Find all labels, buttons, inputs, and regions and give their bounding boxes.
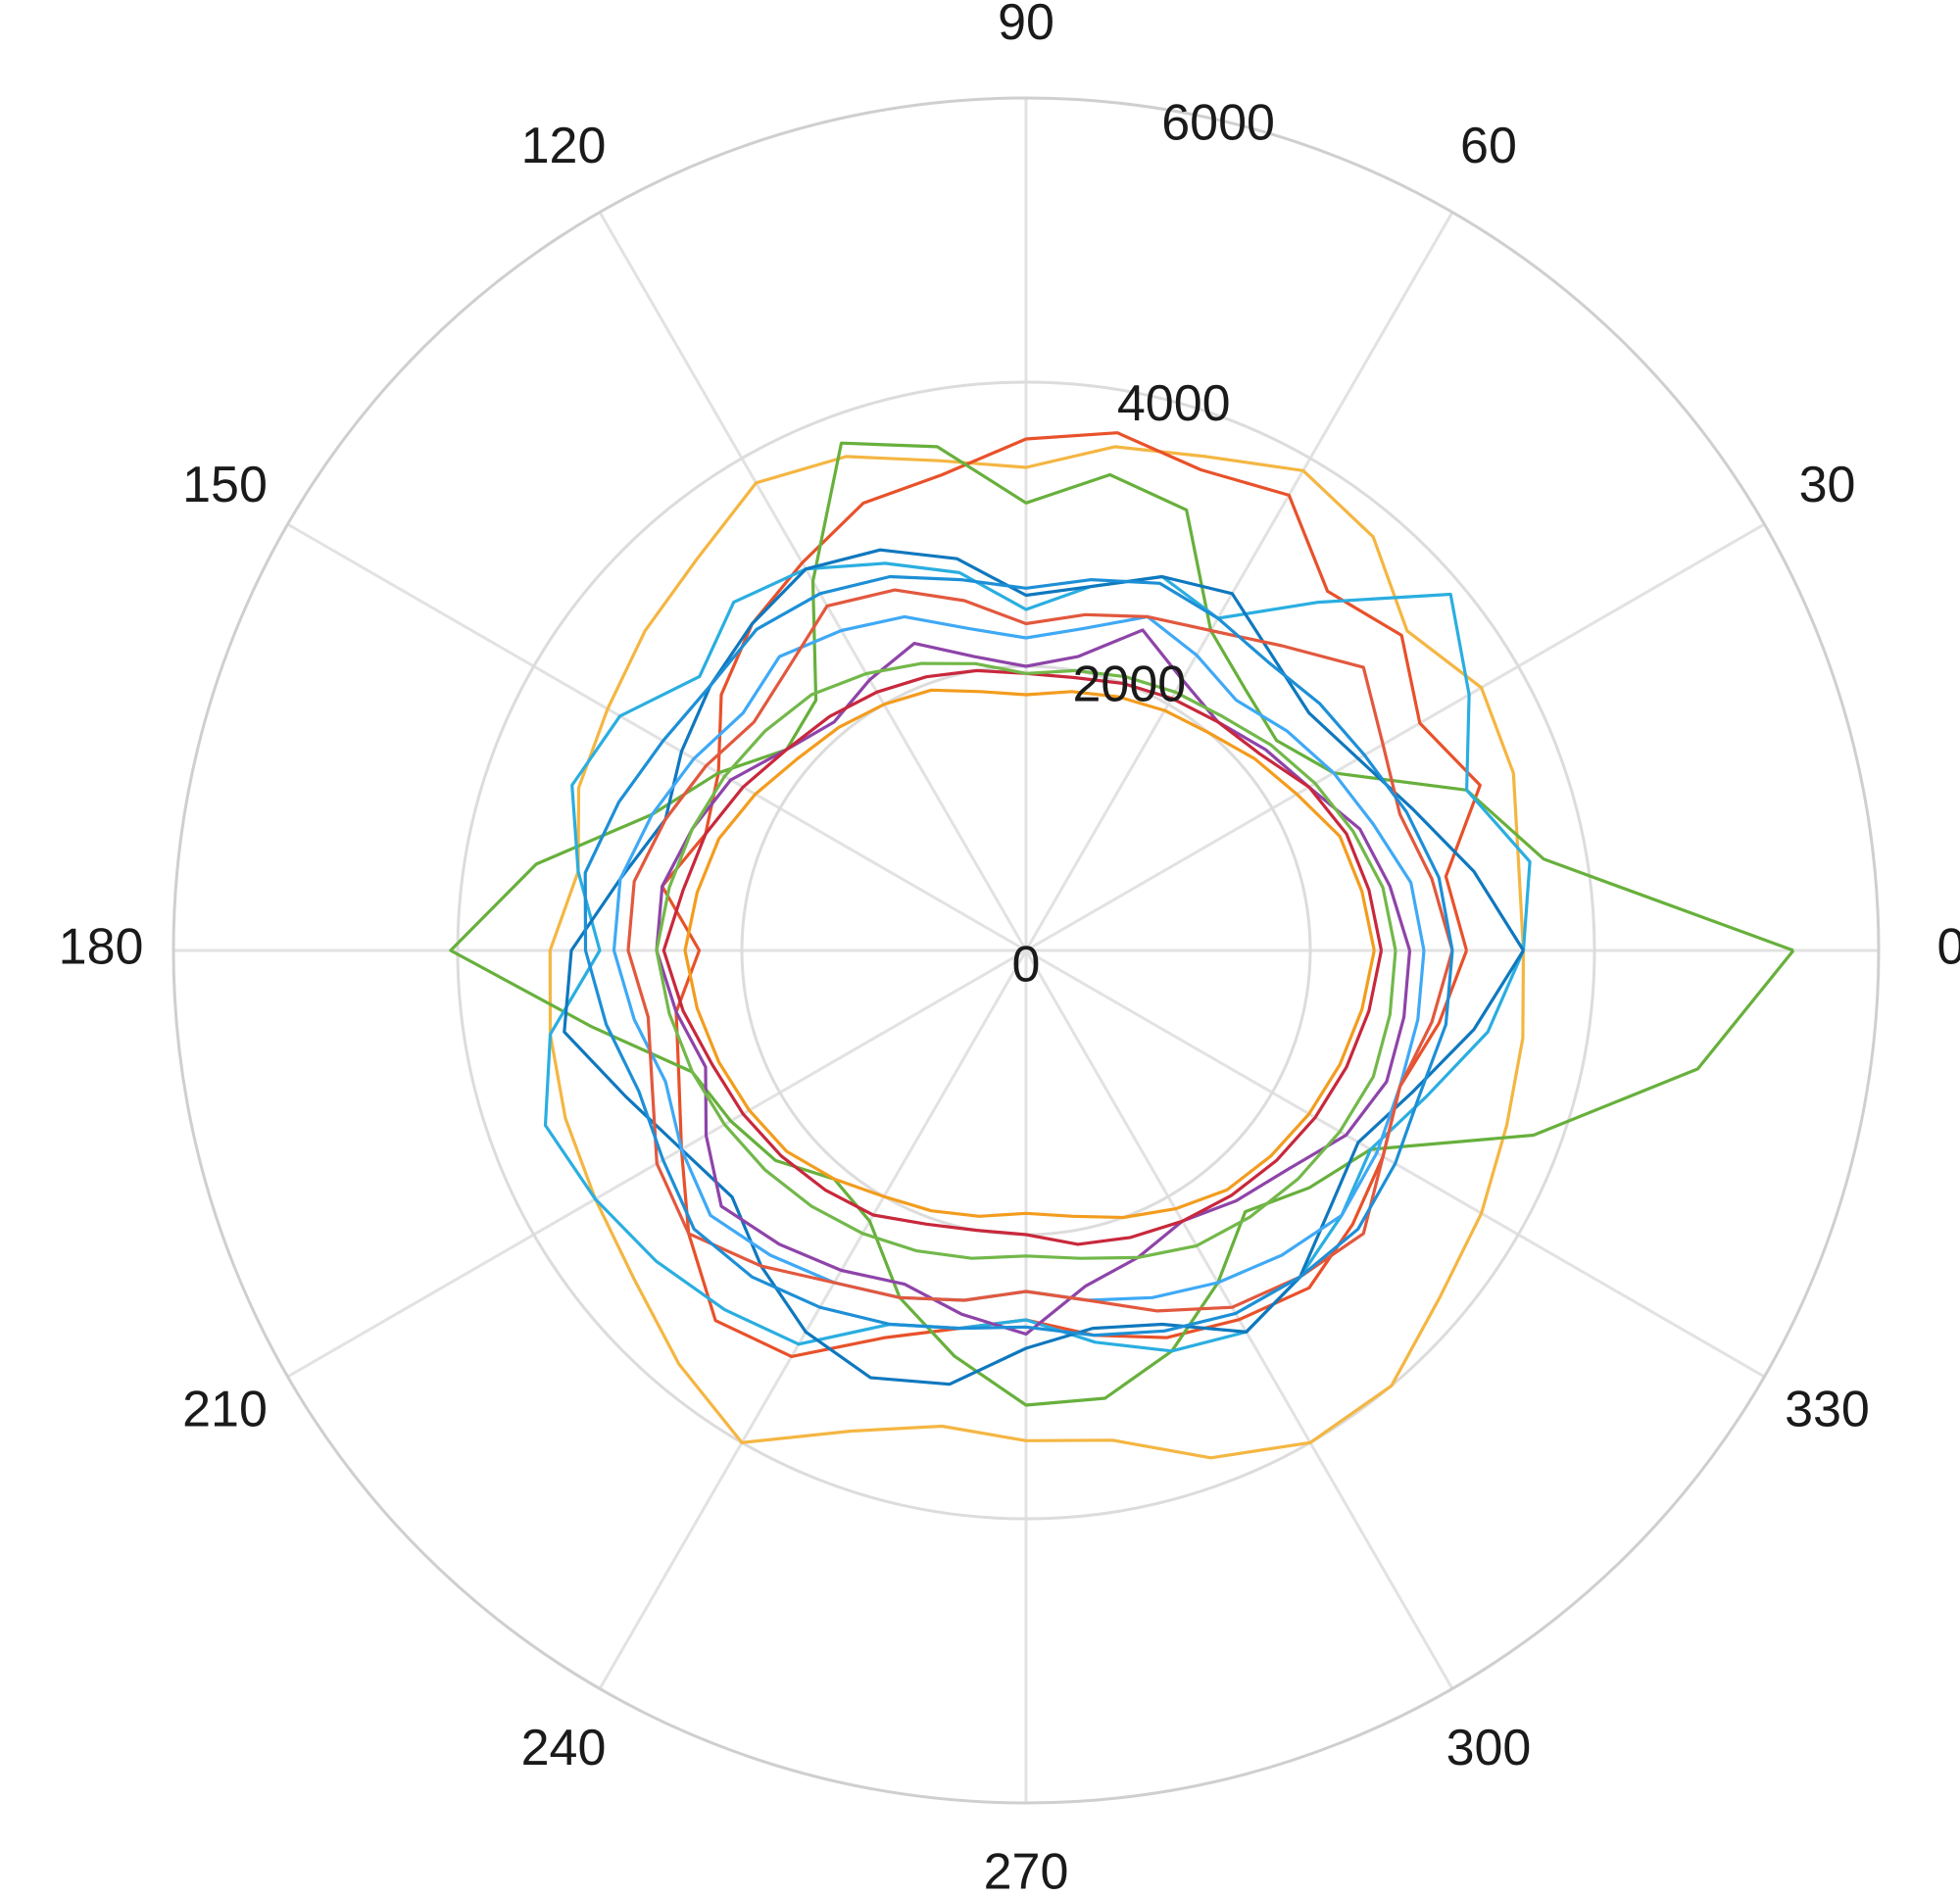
angle-tick-label-210: 210 — [182, 1382, 268, 1438]
angle-tick-label-0: 0 — [1936, 919, 1960, 976]
angle-tick-label-150: 150 — [182, 457, 268, 513]
r-tick-label-0: 0 — [1012, 937, 1041, 994]
angle-tick-label-240: 240 — [521, 1720, 607, 1776]
r-tick-label-6000: 6000 — [1161, 94, 1275, 151]
series-line-11 — [655, 661, 1397, 1260]
grid-circle-6000 — [172, 96, 1881, 1805]
data-series-group — [449, 431, 1795, 1460]
series-line-2 — [661, 431, 1482, 1359]
angle-tick-label-180: 180 — [59, 919, 144, 976]
series-line-12 — [583, 574, 1454, 1338]
r-tick-label-2000: 2000 — [1073, 656, 1187, 712]
angle-tick-label-90: 90 — [998, 0, 1054, 51]
series-line-1 — [548, 445, 1526, 1460]
angle-tick-label-60: 60 — [1460, 118, 1517, 174]
angle-tick-label-330: 330 — [1785, 1382, 1870, 1438]
spoke-60 — [1024, 211, 1454, 951]
spoke-240 — [598, 949, 1028, 1690]
spoke-30 — [1025, 522, 1766, 952]
series-line-9 — [612, 614, 1426, 1302]
series-line-7 — [662, 668, 1384, 1246]
r-tick-label-4000: 4000 — [1117, 375, 1231, 432]
series-line-8 — [683, 688, 1376, 1220]
grid-circle-4000 — [456, 380, 1596, 1521]
angle-tick-label-270: 270 — [984, 1844, 1069, 1892]
series-line-10 — [626, 588, 1454, 1313]
angle-tick-label-300: 300 — [1446, 1720, 1532, 1776]
angle-tick-label-120: 120 — [521, 118, 607, 174]
spoke-150 — [286, 522, 1027, 952]
series-line-5 — [563, 548, 1525, 1386]
axis-labels: 0 30 60 90 120 150 180 210 240 270 300 330 0 2000 4000… — [59, 0, 1960, 1897]
series-line-3 — [449, 441, 1795, 1407]
angle-tick-label-30: 30 — [1799, 457, 1856, 513]
